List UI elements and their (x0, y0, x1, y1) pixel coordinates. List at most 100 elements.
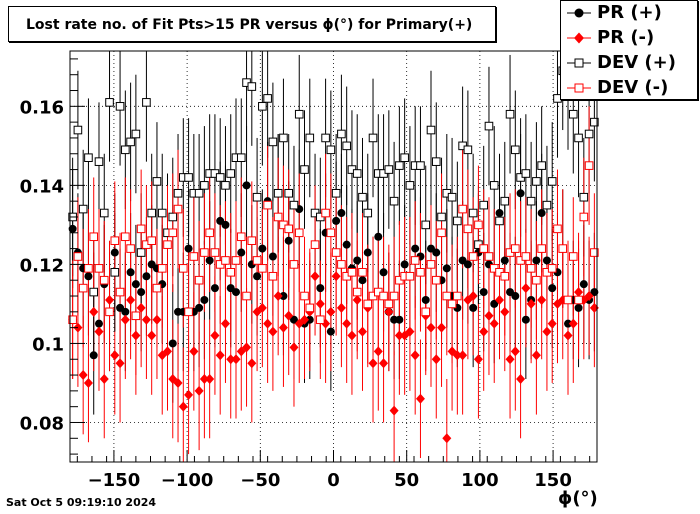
data-point-dev-minus (442, 291, 452, 301)
data-point-pr-plus (337, 209, 346, 218)
data-point-dev-minus (194, 275, 204, 285)
data-point-dev-minus (179, 264, 188, 273)
title-box: Lost rate no. of Fit Pts>15 PR versus ϕ(… (8, 6, 496, 42)
data-point-pr-plus (564, 319, 573, 328)
data-point-dev-minus (331, 248, 341, 257)
data-point-dev-minus (358, 268, 367, 277)
data-point-pr-minus (178, 401, 188, 412)
data-point-dev-minus (247, 236, 257, 245)
y-tick-label: 0.12 (20, 255, 64, 276)
data-point-pr-minus (500, 306, 510, 317)
legend-item-pr-plus: PR (+) (561, 1, 699, 25)
data-point-pr-plus (253, 272, 262, 281)
data-point-pr-minus (437, 322, 447, 333)
data-point-dev-plus (395, 161, 404, 170)
x-axis-label: ϕ(°) (558, 488, 598, 509)
data-point-dev-plus (421, 220, 431, 230)
data-point-dev-minus (200, 248, 209, 257)
data-point-dev-plus (184, 173, 193, 182)
data-point-dev-minus (73, 252, 83, 261)
data-point-pr-minus (589, 302, 599, 313)
data-point-pr-plus (184, 244, 193, 253)
data-point-pr-minus (315, 298, 325, 309)
data-point-pr-plus (579, 280, 588, 289)
data-point-dev-minus (568, 252, 578, 261)
data-point-dev-minus (147, 236, 156, 245)
data-point-pr-minus (521, 283, 531, 294)
data-point-dev-plus (126, 137, 135, 147)
data-point-pr-minus (268, 326, 278, 337)
data-point-pr-plus (490, 299, 499, 308)
open-square-red-marker-icon (567, 83, 591, 93)
data-point-pr-minus (273, 291, 283, 302)
data-point-dev-minus (305, 303, 315, 313)
data-point-dev-minus (363, 299, 373, 309)
data-point-dev-plus (157, 208, 167, 218)
data-point-pr-plus (332, 216, 341, 225)
data-point-dev-minus (511, 244, 520, 253)
data-point-pr-minus (452, 350, 462, 361)
legend: PR (+) PR (-) DEV (+) DEV (-) (560, 0, 698, 100)
data-point-pr-plus (574, 303, 583, 312)
data-point-dev-minus (242, 291, 251, 301)
data-point-dev-minus (426, 260, 436, 269)
data-point-pr-minus (189, 346, 199, 357)
data-point-dev-plus (247, 82, 257, 91)
data-point-dev-plus (400, 153, 409, 163)
data-point-pr-minus (394, 330, 404, 341)
data-point-dev-minus (131, 311, 141, 321)
y-tick-label: 0.16 (20, 97, 64, 118)
data-point-dev-minus (184, 307, 193, 317)
data-point-dev-minus (236, 232, 246, 242)
data-point-pr-minus (442, 433, 452, 444)
filled-circle-marker-icon (567, 8, 591, 18)
data-point-pr-plus (131, 280, 140, 289)
data-point-dev-minus (579, 212, 589, 222)
data-point-dev-plus (511, 145, 520, 155)
data-point-pr-minus (542, 326, 552, 337)
data-point-pr-minus (526, 298, 536, 309)
data-point-pr-minus (458, 350, 468, 361)
data-point-dev-minus (173, 204, 183, 214)
data-point-pr-plus (205, 256, 214, 265)
data-point-dev-plus (321, 133, 330, 143)
data-point-dev-minus (115, 287, 125, 297)
data-point-dev-plus (115, 102, 125, 111)
data-point-dev-plus (368, 133, 378, 143)
data-point-pr-plus (232, 288, 241, 297)
data-point-pr-minus (537, 294, 547, 305)
chart-title: Lost rate no. of Fit Pts>15 PR versus ϕ(… (26, 17, 473, 33)
data-point-dev-minus (500, 271, 510, 281)
data-point-dev-minus (431, 275, 441, 285)
data-point-dev-minus (136, 224, 146, 234)
data-point-pr-plus (305, 315, 314, 324)
data-point-dev-plus (305, 133, 315, 143)
data-point-pr-plus (237, 248, 246, 257)
data-point-dev-plus (331, 188, 341, 198)
data-point-dev-minus (284, 224, 294, 234)
data-point-dev-minus (163, 240, 172, 249)
data-point-dev-plus (131, 129, 141, 139)
data-point-pr-minus (94, 326, 104, 337)
data-point-pr-minus (220, 318, 230, 329)
data-point-dev-plus (226, 169, 236, 178)
data-point-dev-plus (416, 161, 425, 170)
data-point-dev-minus (584, 161, 594, 170)
data-point-pr-minus (162, 346, 172, 357)
data-point-dev-plus (273, 188, 283, 198)
data-point-dev-plus (215, 173, 225, 182)
data-point-dev-minus (205, 228, 214, 238)
data-point-pr-minus (489, 318, 499, 329)
data-point-dev-minus (416, 268, 425, 277)
data-point-dev-minus (221, 256, 230, 265)
data-point-dev-minus (263, 200, 272, 210)
x-tick-label: −150 (88, 470, 141, 491)
data-point-pr-plus (353, 256, 362, 265)
data-point-dev-minus (437, 228, 446, 238)
data-point-pr-plus (279, 292, 288, 301)
data-point-pr-minus (210, 330, 220, 341)
data-point-dev-plus (479, 200, 488, 210)
data-point-pr-plus (221, 220, 230, 229)
data-point-dev-minus (468, 252, 478, 261)
data-point-pr-minus (342, 318, 352, 329)
